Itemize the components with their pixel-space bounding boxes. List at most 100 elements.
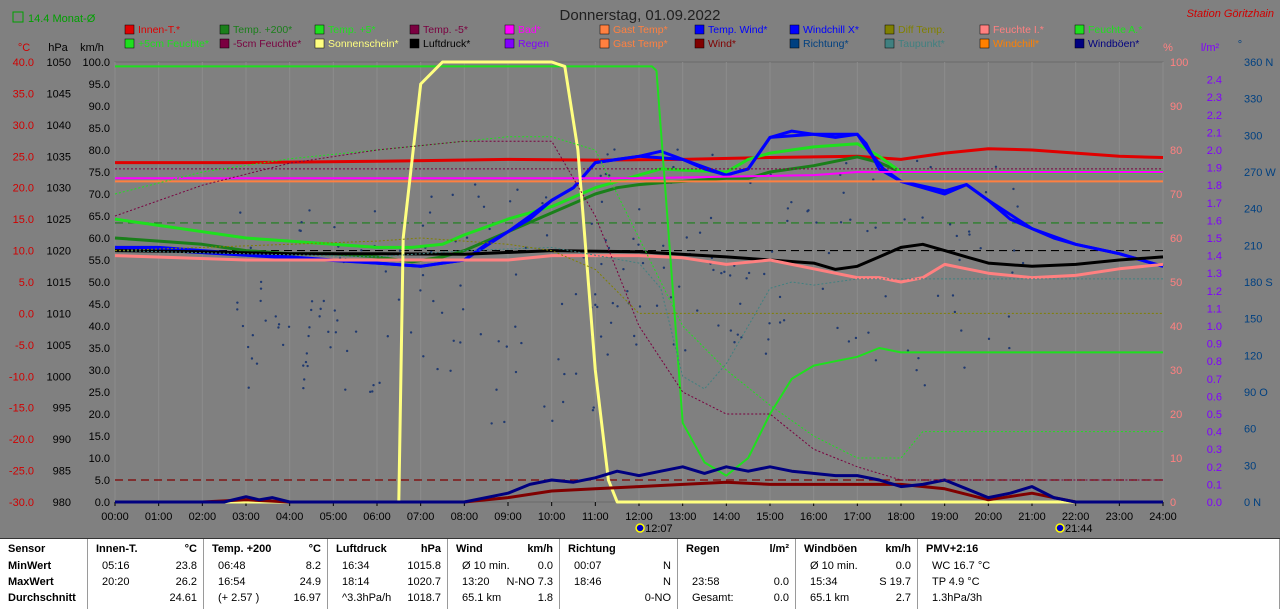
wind-direction-point	[874, 359, 878, 362]
direction-axis-unit: °	[1238, 39, 1242, 51]
pressure-tick-label: 990	[53, 434, 71, 446]
series-5cm-feuchte	[114, 140, 1163, 481]
legend-label: Windchill*	[993, 38, 1039, 50]
rain-tick-label: 0.3	[1207, 444, 1222, 456]
temp-tick-label: 40.0	[13, 57, 34, 69]
stats-column-title: Temp. +200	[212, 543, 272, 555]
rain-tick-label: 2.4	[1207, 75, 1222, 87]
wind-direction-point	[1016, 205, 1019, 208]
wind-direction-point	[302, 386, 305, 390]
wind-tick-label: 70.0	[89, 189, 110, 201]
wind-tick-label: 25.0	[89, 387, 110, 399]
direction-tick-label: 330	[1244, 94, 1262, 106]
rain-tick-label: 2.3	[1207, 92, 1222, 104]
pressure-tick-label: 1030	[47, 183, 71, 195]
stats-row-value: 0.0	[773, 592, 789, 604]
direction-tick-label: 150	[1244, 314, 1262, 326]
wind-direction-point	[551, 419, 554, 423]
wind-direction-point	[310, 308, 313, 312]
series-temp-5	[114, 142, 1163, 249]
wind-direction-point	[516, 188, 519, 191]
time-tick-label: 09:00	[494, 511, 522, 523]
wind-direction-point	[308, 326, 311, 329]
humidity-tick-label: 100	[1170, 57, 1188, 69]
direction-tick-label: 120	[1244, 350, 1262, 362]
wind-direction-point	[322, 299, 325, 303]
wind-direction-point	[923, 384, 926, 387]
temp-tick-label: 30.0	[13, 120, 34, 132]
wind-tick-label: 0.0	[95, 497, 110, 509]
wind-direction-point	[440, 311, 444, 314]
wind-direction-point	[696, 309, 699, 312]
wind-direction-point	[979, 246, 982, 250]
wind-direction-point	[767, 338, 770, 341]
wind-tick-label: 30.0	[89, 365, 110, 377]
stats-column-title: Windböen	[804, 543, 858, 555]
legend-label: Luftdruck*	[423, 38, 470, 50]
wind-direction-point	[371, 390, 374, 393]
stats-row-label: Gesamt:	[692, 592, 734, 604]
stats-row-label: 65.1 km	[462, 592, 502, 604]
wind-direction-point	[281, 343, 285, 347]
wind-direction-point	[839, 221, 843, 224]
time-tick-label: 14:00	[713, 511, 741, 523]
temp-tick-label: 0.0	[19, 308, 34, 320]
wind-direction-point	[459, 341, 462, 344]
wind-direction-point	[632, 334, 636, 338]
pressure-tick-label: 985	[53, 466, 71, 478]
legend-label: Feuchte I.*	[993, 24, 1044, 36]
wind-direction-point	[599, 174, 602, 178]
wind-direction-point	[736, 333, 739, 336]
wind-direction-point	[490, 422, 493, 425]
wind-direction-point	[430, 195, 433, 198]
legend-label: Windchill X*	[803, 24, 859, 36]
station-name: Station Göritzhain	[1187, 8, 1274, 20]
legend-swatch	[694, 38, 705, 49]
stats-column-unit: km/h	[527, 543, 553, 555]
wind-direction-point	[302, 364, 305, 367]
wind-direction-point	[815, 221, 818, 224]
rain-tick-label: 1.7	[1207, 198, 1222, 210]
temp-tick-label: 10.0	[13, 246, 34, 258]
wind-direction-point	[600, 200, 604, 204]
wind-direction-point	[373, 210, 377, 213]
wind-direction-point	[520, 341, 523, 345]
series-feuchte-a	[115, 65, 1163, 477]
wind-direction-point	[728, 274, 732, 277]
rain-tick-label: 0.6	[1207, 391, 1222, 403]
wind-tick-label: 40.0	[89, 321, 110, 333]
sunset-icon	[1055, 523, 1065, 533]
wind-direction-point	[915, 159, 919, 163]
wind-direction-point	[307, 334, 310, 338]
time-tick-label: 23:00	[1106, 511, 1134, 523]
legend-swatch	[219, 38, 230, 49]
time-tick-label: 19:00	[931, 511, 959, 523]
wind-direction-point	[1021, 261, 1025, 265]
stats-row-label: 16:54	[218, 576, 246, 588]
stats-row-label: 1.3hPa/3h	[932, 592, 983, 604]
stats-row-label: MinWert	[8, 560, 52, 572]
wind-direction-point	[250, 357, 254, 360]
wind-direction-point	[806, 210, 809, 213]
wind-direction-point	[465, 236, 469, 239]
wind-tick-label: 5.0	[95, 475, 110, 487]
wind-direction-point	[921, 216, 924, 219]
temp-tick-label: 15.0	[13, 214, 34, 226]
wind-direction-point	[409, 331, 413, 334]
wind-tick-label: 20.0	[89, 409, 110, 421]
wind-direction-point	[304, 360, 308, 364]
wind-direction-point	[422, 355, 425, 358]
temp-tick-label: -30.0	[9, 497, 34, 509]
wind-direction-point	[606, 153, 609, 156]
legend-swatch	[124, 24, 135, 35]
wind-direction-point	[495, 388, 498, 391]
legend-swatch	[694, 24, 705, 35]
time-tick-label: 04:00	[276, 511, 304, 523]
legend-swatch	[979, 38, 990, 49]
wind-direction-point	[336, 319, 339, 322]
wind-direction-point	[255, 362, 259, 365]
temp-axis-unit: °C	[18, 42, 30, 54]
time-tick-label: 10:00	[538, 511, 566, 523]
wind-direction-point	[948, 223, 952, 226]
stats-column-unit: hPa	[420, 543, 441, 555]
